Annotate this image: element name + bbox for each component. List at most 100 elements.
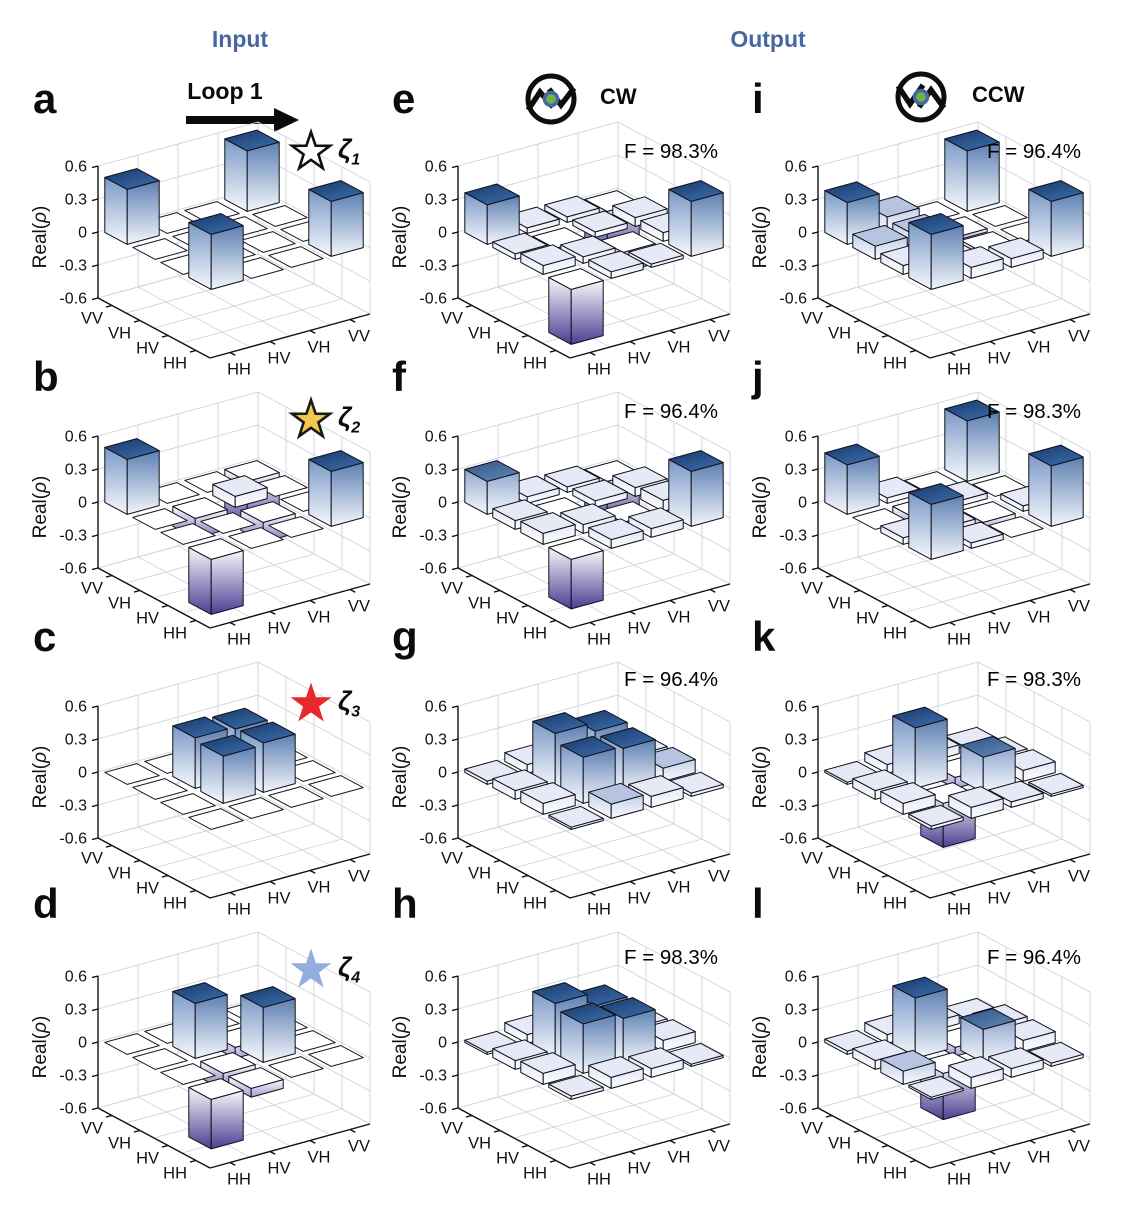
svg-text:HV: HV: [496, 880, 519, 898]
svg-text:VH: VH: [468, 865, 491, 883]
svg-text:VV: VV: [1068, 868, 1090, 886]
bar-HV-VH: [240, 231, 296, 253]
svg-text:VV: VV: [441, 850, 463, 868]
svg-text:0.6: 0.6: [425, 969, 447, 986]
svg-text:0.6: 0.6: [785, 699, 807, 716]
svg-text:VV: VV: [708, 328, 730, 346]
svg-text:VV: VV: [708, 868, 730, 886]
svg-text:0: 0: [438, 765, 447, 782]
svg-text:HH: HH: [947, 361, 971, 379]
svg-text:-0.6: -0.6: [59, 831, 87, 848]
svg-text:HH: HH: [587, 1171, 611, 1189]
bar-HH-HH: [548, 1074, 604, 1100]
input-column-header: Input: [211, 26, 269, 52]
loop-core-dot: [544, 92, 558, 106]
bar-VV-HH: [104, 1033, 160, 1055]
svg-text:-0.6: -0.6: [419, 291, 447, 308]
bar-HH-HV: [588, 782, 644, 819]
svg-text:Real(ρ): Real(ρ): [390, 1016, 411, 1079]
svg-text:HV: HV: [856, 880, 879, 898]
bar-HH-VV: [1028, 444, 1084, 527]
svg-text:0: 0: [798, 495, 807, 512]
svg-text:HV: HV: [136, 340, 159, 358]
svg-text:0: 0: [438, 225, 447, 242]
svg-text:0.6: 0.6: [65, 429, 87, 446]
loop-core-dot: [914, 90, 928, 104]
svg-text:0.3: 0.3: [785, 1002, 807, 1019]
bar-HH-HH: [908, 213, 964, 290]
bar-VH-HH: [132, 1048, 188, 1070]
bar-HV-HH: [160, 793, 216, 815]
svg-text:0.3: 0.3: [65, 732, 87, 749]
state-star-icon-b: [288, 396, 334, 440]
svg-text:0: 0: [798, 225, 807, 242]
bar-HH-HV: [948, 786, 1004, 819]
svg-text:Real(ρ): Real(ρ): [750, 746, 771, 809]
svg-text:HH: HH: [883, 355, 907, 373]
panel-letter-i: i: [752, 75, 764, 122]
bar-VV-VV: [944, 399, 1000, 482]
bar-VH-HV: [892, 976, 948, 1059]
svg-text:-0.6: -0.6: [779, 831, 807, 848]
bar-HH-VV: [668, 180, 724, 257]
svg-text:VV: VV: [348, 1138, 370, 1156]
svg-text:VV: VV: [801, 850, 823, 868]
state-label-c: ζ3: [338, 686, 360, 721]
svg-text:HV: HV: [136, 610, 159, 628]
bar-HV-HH: [880, 782, 936, 815]
panel-letter-b: b: [33, 353, 59, 400]
bar-HH-HV: [588, 250, 644, 279]
svg-text:VH: VH: [668, 339, 691, 357]
svg-text:VH: VH: [468, 325, 491, 343]
svg-text:HV: HV: [268, 890, 291, 908]
bar-VV-HH: [824, 443, 880, 515]
panel-letter-e: e: [392, 75, 416, 122]
fidelity-label-j: F = 98.3%: [986, 400, 1081, 423]
svg-text:HH: HH: [227, 901, 251, 919]
svg-text:VV: VV: [81, 850, 103, 868]
svg-text:VH: VH: [308, 1149, 331, 1167]
bar-HV-HH: [520, 1052, 576, 1085]
bar-VH-HH: [132, 238, 188, 260]
svg-text:VV: VV: [708, 1138, 730, 1156]
svg-text:VH: VH: [828, 865, 851, 883]
svg-text:0.6: 0.6: [65, 159, 87, 176]
bar-HH-HV: [588, 518, 644, 549]
svg-text:0.3: 0.3: [785, 732, 807, 749]
svg-text:HV: HV: [628, 620, 651, 638]
zeta-symbol: ζ: [338, 952, 352, 982]
svg-text:VV: VV: [441, 1120, 463, 1138]
svg-text:0: 0: [438, 495, 447, 512]
state-label-b: ζ2: [338, 402, 360, 437]
svg-text:HH: HH: [587, 901, 611, 919]
svg-text:-0.6: -0.6: [59, 561, 87, 578]
svg-text:-0.3: -0.3: [779, 528, 807, 545]
bar-VV-HH: [104, 763, 160, 785]
svg-text:VH: VH: [828, 1135, 851, 1153]
svg-text:VV: VV: [801, 1120, 823, 1138]
bar-HV-HV: [200, 734, 256, 804]
output-column-header: Output: [730, 26, 806, 52]
svg-text:-0.6: -0.6: [59, 291, 87, 308]
svg-text:VH: VH: [668, 1149, 691, 1167]
bar-HV-HH: [880, 1049, 936, 1085]
bar-VH-VV: [972, 205, 1028, 227]
svg-text:-0.3: -0.3: [59, 1068, 87, 1085]
svg-text:HH: HH: [163, 1165, 187, 1183]
svg-text:Real(ρ): Real(ρ): [30, 1016, 51, 1079]
svg-text:0.6: 0.6: [785, 969, 807, 986]
svg-text:Real(ρ): Real(ρ): [750, 206, 771, 269]
svg-text:HH: HH: [883, 895, 907, 913]
svg-text:-0.6: -0.6: [779, 291, 807, 308]
bar-HH-HH: [188, 538, 244, 615]
svg-text:VV: VV: [1068, 328, 1090, 346]
svg-text:VV: VV: [348, 598, 370, 616]
svg-text:VV: VV: [708, 598, 730, 616]
svg-text:VV: VV: [801, 580, 823, 598]
svg-text:HH: HH: [587, 361, 611, 379]
bar-HV-VH: [960, 735, 1016, 793]
bar-HH-VH: [268, 1056, 324, 1078]
svg-text:0: 0: [438, 1035, 447, 1052]
